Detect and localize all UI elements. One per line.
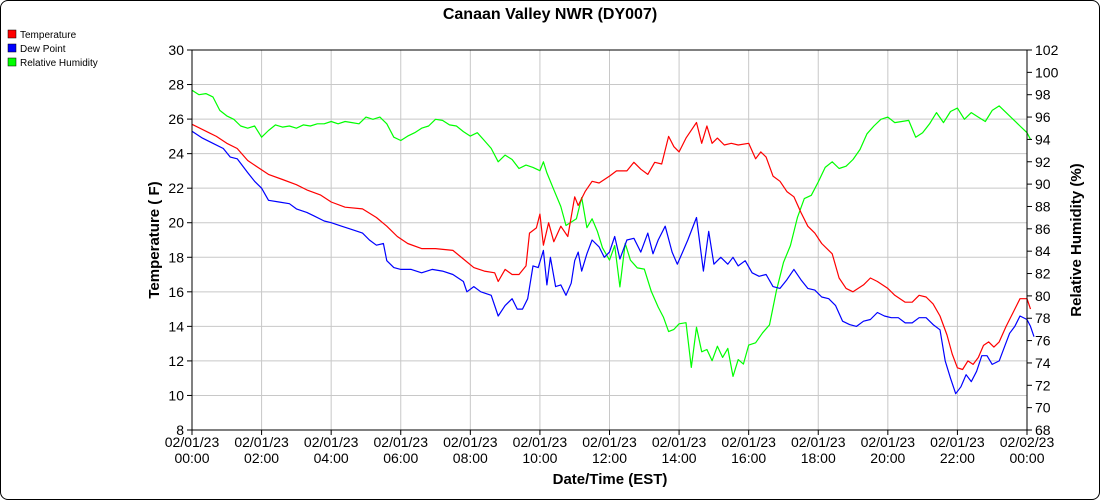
y-tick-label: 10 [168, 387, 184, 403]
legend: Temperature Dew Point Relative Humidity [7, 29, 98, 69]
series-line-dew-point [191, 130, 1035, 395]
x-axis-title: Date/Time (EST) [553, 471, 668, 488]
x-tick-time-label: 06:00 [383, 450, 418, 466]
x-tick-date-label: 02/01/23 [234, 434, 289, 450]
y2-tick-label: 72 [1035, 377, 1051, 393]
series-line-relative-humidity [191, 89, 1032, 377]
x-tick-date-label: 02/01/23 [652, 434, 707, 450]
y2-tick-label: 88 [1035, 198, 1051, 214]
x-tick-time-label: 22:00 [940, 450, 975, 466]
y-tick-label: 12 [168, 353, 184, 369]
y2-tick-label: 76 [1035, 333, 1051, 349]
y2-tick-label: 92 [1035, 154, 1051, 170]
y2-tick-label: 80 [1035, 288, 1051, 304]
grid [191, 49, 1028, 431]
y-tick-label: 18 [168, 249, 184, 265]
x-tick-time-label: 16:00 [731, 450, 766, 466]
x-tick-time-label: 08:00 [453, 450, 488, 466]
legend-swatch-relative-humidity [7, 57, 17, 67]
y-tick-label: 28 [168, 77, 184, 93]
y-tick-label: 14 [168, 318, 184, 334]
x-tick-date-label: 02/01/23 [721, 434, 776, 450]
y2-tick-label: 86 [1035, 221, 1051, 237]
y2-tick-label: 94 [1035, 131, 1051, 147]
y-tick-label: 26 [168, 111, 184, 127]
x-tick-date-label: 02/01/23 [582, 434, 637, 450]
legend-swatch-temperature [7, 29, 17, 39]
y-axis-title: Temperature ( F) [146, 181, 163, 298]
x-tick-date-label: 02/02/23 [1000, 434, 1055, 450]
x-tick-time-label: 12:00 [592, 450, 627, 466]
y2-axis-title: Relative Humidity (%) [1068, 163, 1085, 316]
y-tick-label: 16 [168, 284, 184, 300]
legend-label-temperature: Temperature [20, 30, 77, 41]
y2-tick-label: 96 [1035, 109, 1051, 125]
y-tick-label: 20 [168, 215, 184, 231]
x-tick-date-label: 02/01/23 [930, 434, 985, 450]
x-tick-time-label: 18:00 [801, 450, 836, 466]
legend-label-dew-point: Dew Point [20, 44, 66, 55]
y-tick-label: 24 [168, 146, 184, 162]
legend-label-relative-humidity: Relative Humidity [20, 58, 98, 69]
x-tick-date-label: 02/01/23 [791, 434, 846, 450]
x-tick-time-label: 02:00 [244, 450, 279, 466]
x-tick-time-label: 00:00 [174, 450, 209, 466]
series-line-temperature [191, 121, 1032, 371]
y2-tick-label: 98 [1035, 87, 1051, 103]
x-tick-date-label: 02/01/23 [443, 434, 498, 450]
x-tick-date-label: 02/01/23 [165, 434, 220, 450]
y2-tick-label: 70 [1035, 400, 1051, 416]
legend-swatch-dew-point [7, 43, 17, 53]
x-tick-date-label: 02/01/23 [513, 434, 568, 450]
chart-title: Canaan Valley NWR (DY007) [443, 6, 657, 23]
left-axis-ticks: 8 10 12 14 16 18 20 22 24 26 28 30 [168, 42, 192, 438]
y2-tick-label: 82 [1035, 266, 1051, 282]
x-tick-time-label: 20:00 [870, 450, 905, 466]
y2-tick-label: 100 [1035, 64, 1059, 80]
y2-tick-label: 102 [1035, 42, 1059, 58]
right-axis-ticks: 68 70 72 74 76 78 80 82 84 86 88 90 92 94 96 98 100 102 [1027, 42, 1059, 438]
series-lines [191, 89, 1035, 395]
x-axis-ticks: 02/01/2300:0002/01/2302:0002/01/2304:000… [165, 430, 1055, 466]
x-tick-time-label: 10:00 [522, 450, 557, 466]
y-tick-label: 22 [168, 180, 184, 196]
y2-tick-label: 90 [1035, 176, 1051, 192]
x-tick-time-label: 04:00 [314, 450, 349, 466]
y2-tick-label: 78 [1035, 310, 1051, 326]
x-tick-date-label: 02/01/23 [304, 434, 359, 450]
y2-tick-label: 84 [1035, 243, 1051, 259]
x-tick-time-label: 00:00 [1009, 450, 1044, 466]
y2-tick-label: 74 [1035, 355, 1051, 371]
x-tick-date-label: 02/01/23 [861, 434, 916, 450]
y2-tick-label: 68 [1035, 422, 1051, 438]
x-tick-time-label: 14:00 [662, 450, 697, 466]
y-tick-label: 8 [176, 422, 184, 438]
y-tick-label: 30 [168, 42, 184, 58]
x-tick-date-label: 02/01/23 [374, 434, 429, 450]
